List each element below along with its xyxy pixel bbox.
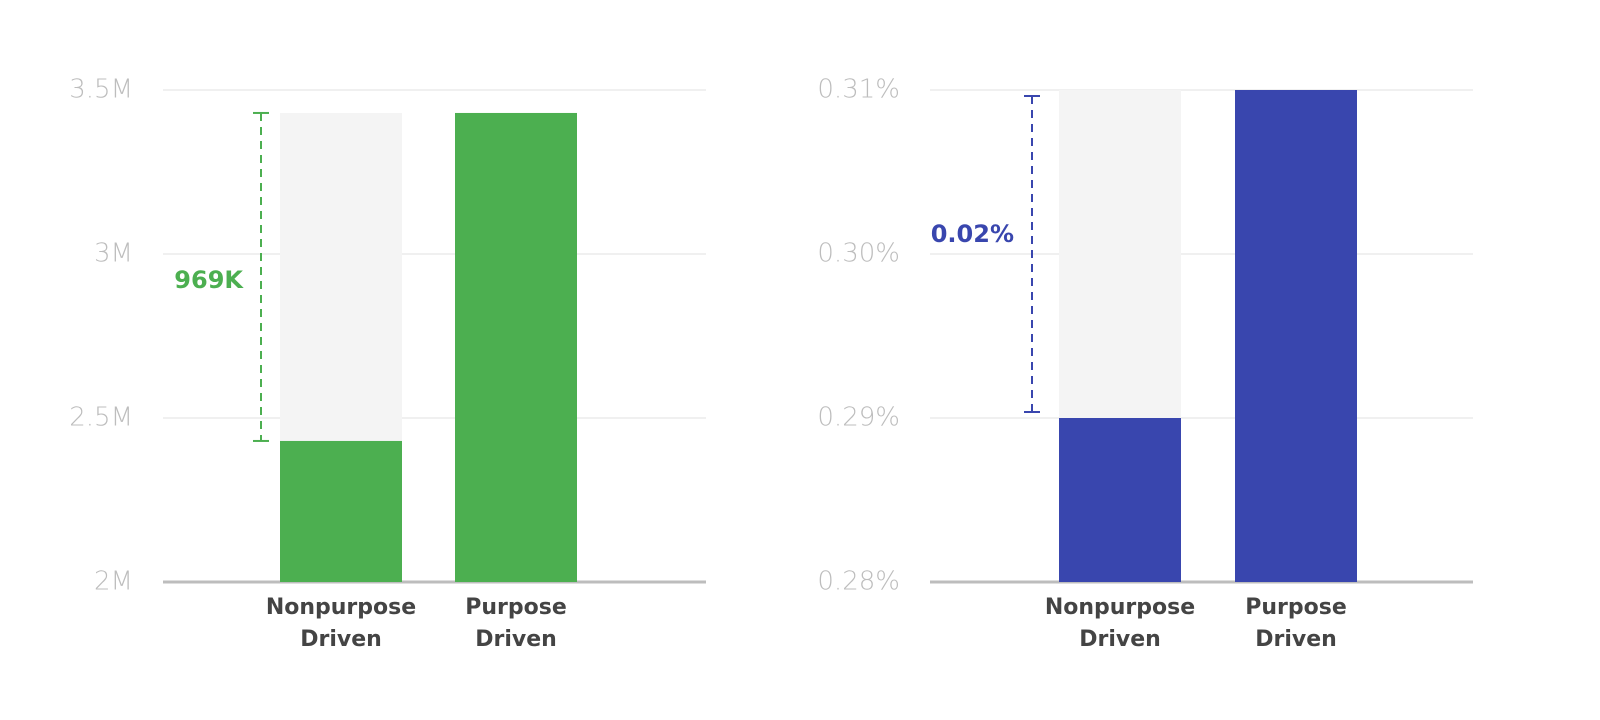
x-tick-label: Nonpurpose Driven xyxy=(265,595,417,652)
bar xyxy=(1059,418,1181,582)
bar xyxy=(455,112,577,583)
y-tick-label: 0.31% xyxy=(817,75,900,105)
y-tick-label: 0.30% xyxy=(817,239,900,269)
y-tick-label: 0.29% xyxy=(817,403,900,433)
difference-label: 969K xyxy=(174,266,244,294)
y-tick-label: 0.28% xyxy=(817,567,900,597)
x-tick-label: Purpose Driven xyxy=(465,595,567,652)
x-tick-label: Purpose Driven xyxy=(1245,595,1347,652)
y-tick-label: 2.5M xyxy=(69,403,133,433)
x-tick-label: Nonpurpose Driven xyxy=(1044,595,1196,652)
bar xyxy=(1235,90,1357,582)
y-tick-label: 3.5M xyxy=(69,75,133,105)
y-tick-label: 3M xyxy=(94,239,133,269)
difference-label: 0.02% xyxy=(931,220,1014,248)
bar xyxy=(280,440,402,582)
y-tick-label: 2M xyxy=(94,567,133,597)
